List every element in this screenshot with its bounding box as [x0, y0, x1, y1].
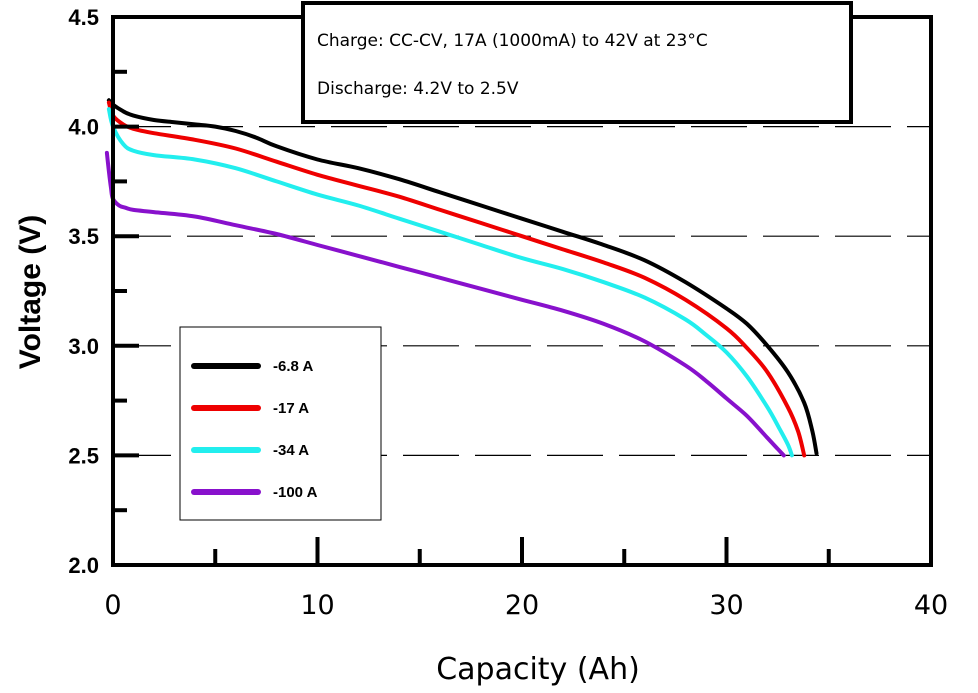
- y-tick-label: 2.5: [68, 443, 99, 468]
- y-tick-label: 4.5: [68, 5, 99, 30]
- annotation-charge-text: Charge: CC-CV, 17A (1000mA) to 42V at 23…: [317, 31, 708, 51]
- y-tick-labels: 2.0 2.5 3.0 3.5 4.0 4.5: [68, 5, 99, 578]
- y-tick-label: 3.5: [68, 224, 99, 249]
- series-line-2: [106, 100, 807, 458]
- series-line-1: [106, 98, 819, 456]
- annotation-discharge-text: Discharge: 4.2V to 2.5V: [317, 79, 519, 99]
- annotation-box-frame: [301, 1, 853, 124]
- legend-label: -34 A: [273, 442, 309, 459]
- series-line-4: [104, 150, 786, 458]
- x-tick-labels: 0 10 20 30 40: [104, 590, 948, 621]
- x-tick-label: 10: [300, 590, 334, 621]
- series-lines: [104, 98, 819, 458]
- y-axis-title: Voltage (V): [14, 215, 47, 369]
- legend-label: -100 A: [273, 484, 318, 501]
- y-tick-label: 4.0: [68, 115, 99, 140]
- annotation-box: Charge: CC-CV, 17A (1000mA) to 42V at 23…: [301, 1, 853, 124]
- legend-frame: [179, 326, 382, 521]
- legend-label: -6.8 A: [273, 358, 313, 375]
- axis-ticks: [113, 69, 831, 565]
- y-tick-label: 3.0: [68, 334, 99, 359]
- x-tick-label: 0: [104, 590, 121, 621]
- y-tick-label: 2.0: [68, 553, 99, 578]
- series-line-3: [106, 107, 794, 458]
- legend-entries: -6.8 A -17 A -34 A -100 A: [191, 358, 318, 501]
- x-tick-label: 30: [709, 590, 743, 621]
- x-tick-label: 40: [914, 590, 948, 621]
- legend: -6.8 A -17 A -34 A -100 A: [179, 326, 382, 521]
- x-tick-label: 20: [505, 590, 539, 621]
- legend-label: -17 A: [273, 400, 309, 417]
- x-axis-title: Capacity (Ah): [436, 652, 640, 687]
